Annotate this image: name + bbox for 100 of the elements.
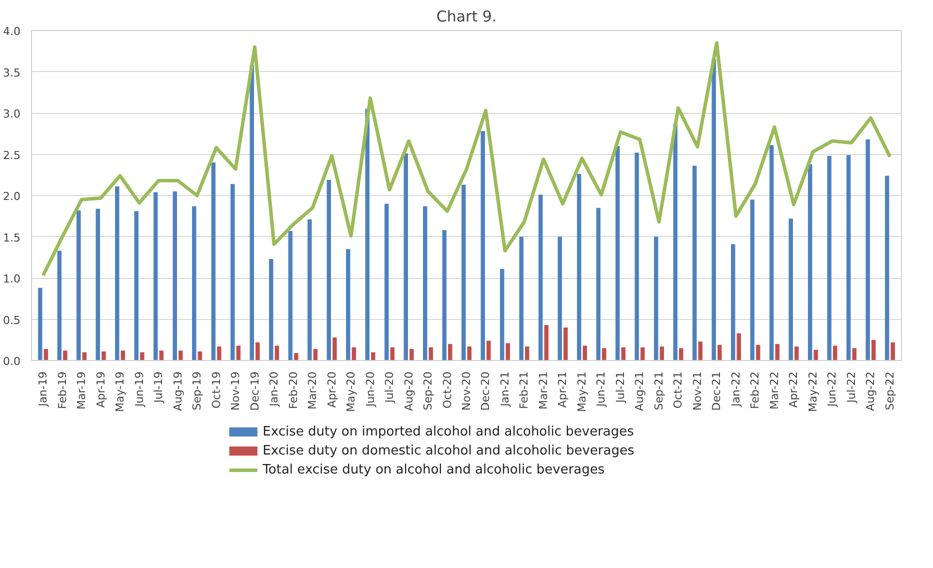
bar	[308, 219, 312, 360]
x-tick-label: Mar-20	[306, 371, 320, 410]
bar	[866, 139, 870, 360]
legend-label: Total excise duty on alcohol and alcoholic beverages	[262, 462, 605, 478]
bar	[44, 348, 48, 360]
bar	[814, 350, 818, 360]
bar	[38, 288, 42, 360]
x-tick-label: Apr-20	[325, 371, 338, 408]
x-tick-label: Jun-22	[826, 372, 839, 408]
x-tick-label: Jul-19	[152, 371, 166, 404]
bar	[236, 346, 241, 360]
bar	[852, 348, 856, 360]
bar	[832, 346, 838, 360]
bar	[769, 145, 774, 360]
y-tick-label: 0.5	[3, 314, 21, 327]
bar	[134, 211, 139, 360]
bar	[256, 342, 260, 360]
bar	[775, 344, 780, 360]
bar	[871, 340, 876, 360]
y-tick-label: 2.5	[3, 148, 21, 162]
bar	[423, 206, 428, 360]
x-tick-label: May-19	[114, 372, 127, 412]
bar	[544, 325, 548, 360]
x-tick-label: Sep-19	[190, 371, 204, 410]
x-tick-label: Jul-22	[844, 371, 858, 404]
bar	[140, 352, 144, 360]
bar	[294, 353, 298, 360]
bar	[654, 236, 658, 360]
x-tick-label: Aug-21	[633, 371, 646, 411]
x-tick-label: Feb-21	[518, 371, 531, 409]
bar	[63, 350, 68, 360]
x-tick-label: Oct-21	[672, 371, 685, 408]
y-tick-label: 3.0	[3, 108, 21, 120]
bar	[558, 236, 562, 360]
bar	[178, 350, 183, 360]
bar	[582, 346, 587, 360]
x-tick-label: Mar-19	[75, 371, 88, 410]
bar	[384, 204, 389, 360]
x-tick-label: Mar-21	[536, 371, 550, 410]
x-tick-label: Feb-22	[748, 371, 762, 409]
bar	[326, 180, 331, 360]
bar	[480, 131, 485, 360]
legend-label: Excise duty on imported alcohol and alcoholic beverages	[262, 424, 634, 440]
bar	[230, 184, 235, 360]
x-tick-label: Feb-19	[56, 371, 69, 409]
bar	[274, 346, 280, 360]
bar	[673, 124, 678, 360]
x-tick-label: Sep-20	[422, 371, 435, 410]
bar	[172, 191, 178, 360]
x-tick-label: Jul-21	[614, 371, 627, 404]
bar	[159, 350, 164, 360]
bar	[794, 346, 799, 360]
bar	[371, 352, 376, 360]
bar	[76, 210, 81, 360]
y-tick-label: 1.0	[3, 272, 21, 286]
y-tick-label: 2.0	[3, 190, 21, 203]
bar	[634, 152, 639, 360]
bar	[154, 192, 158, 360]
bar	[538, 194, 543, 360]
bar	[750, 200, 754, 360]
bar	[519, 236, 524, 360]
bar	[576, 174, 582, 360]
y-tick-label: 3.5	[3, 66, 21, 80]
bar	[211, 162, 216, 360]
legend-label: Excise duty on domestic alcohol and alcoholic beverages	[262, 444, 634, 459]
bar	[884, 176, 890, 360]
bar	[250, 65, 254, 360]
x-tick-label: Apr-21	[556, 371, 570, 408]
bar	[192, 206, 196, 360]
bar	[736, 333, 741, 360]
bar	[217, 346, 222, 360]
bar	[461, 184, 466, 360]
bar	[712, 59, 716, 360]
x-tick-label: Oct-19	[210, 371, 223, 408]
x-tick-label: May-22	[806, 372, 820, 412]
bar	[596, 208, 600, 360]
bar	[500, 268, 504, 360]
bar	[846, 155, 851, 360]
x-tick-label: Aug-19	[171, 371, 184, 411]
x-tick-label: Jan-22	[729, 371, 742, 408]
bar	[486, 340, 491, 360]
bar	[102, 351, 106, 360]
x-tick-label: May-20	[344, 372, 358, 412]
x-tick-label: Jan-19	[36, 371, 50, 408]
bar	[288, 230, 292, 360]
x-tick-label: Oct-20	[440, 371, 454, 408]
x-tick-label: Dec-19	[248, 371, 262, 411]
x-tick-label: Jun-20	[364, 372, 377, 408]
y-tick-label: 4.0	[3, 25, 21, 38]
bar	[692, 166, 697, 360]
x-tick-label: Jun-19	[132, 372, 146, 408]
bar	[269, 259, 274, 360]
x-tick-label: Dec-20	[479, 371, 492, 411]
x-tick-label: Jul-20	[383, 371, 396, 404]
x-tick-label: Mar-22	[768, 371, 781, 410]
bar	[564, 328, 568, 360]
x-tick-label: Sep-21	[652, 371, 666, 410]
x-tick-label: Aug-20	[402, 371, 416, 411]
x-tick-label: Feb-20	[286, 371, 300, 409]
bar	[827, 156, 832, 360]
